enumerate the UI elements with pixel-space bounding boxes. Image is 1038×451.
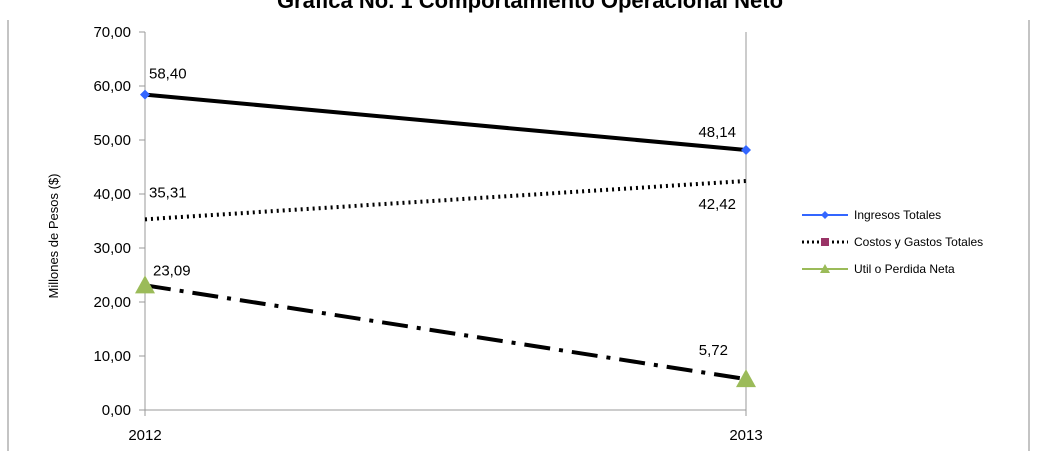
legend-label: Ingresos Totales: [854, 208, 941, 222]
series-line-2: [144, 178, 747, 222]
legend-marker: [821, 211, 829, 219]
legend-item: Util o Perdida Neta: [802, 262, 955, 276]
legend-marker: [820, 264, 830, 273]
data-point-marker: [135, 275, 155, 294]
y-axis-label: Millones de Pesos ($): [46, 174, 61, 299]
series-line-3: [144, 283, 747, 382]
legend-label: Util o Perdida Neta: [854, 262, 955, 276]
legend-marker: [821, 238, 829, 246]
data-label: 42,42: [698, 196, 736, 213]
legend-item: Costos y Gastos Totales: [802, 235, 983, 249]
data-point-marker: [736, 369, 756, 388]
y-tick-label: 40,00: [93, 186, 131, 203]
y-tick-label: 70,00: [93, 24, 131, 41]
legend-item: Ingresos Totales: [802, 208, 941, 222]
data-label: 23,09: [153, 262, 191, 279]
y-tick-label: 30,00: [93, 240, 131, 257]
y-tick-label: 0,00: [102, 402, 131, 419]
data-label: 58,40: [149, 66, 187, 83]
legend-label: Costos y Gastos Totales: [854, 235, 983, 249]
data-label: 35,31: [149, 184, 187, 201]
y-tick-label: 10,00: [93, 348, 131, 365]
data-point-marker: [741, 145, 751, 156]
x-tick-label: 2012: [128, 427, 161, 444]
y-tick-label: 20,00: [93, 294, 131, 311]
y-tick-label: 50,00: [93, 132, 131, 149]
data-label: 5,72: [699, 342, 728, 359]
y-tick-label: 60,00: [93, 78, 131, 95]
data-point-marker: [140, 89, 150, 100]
x-tick-label: 2013: [729, 427, 762, 444]
chart-title: Grafica No. 1 Comportamiento Operacional…: [277, 0, 783, 13]
data-label: 48,14: [698, 124, 736, 141]
series-line-1: [144, 92, 747, 153]
